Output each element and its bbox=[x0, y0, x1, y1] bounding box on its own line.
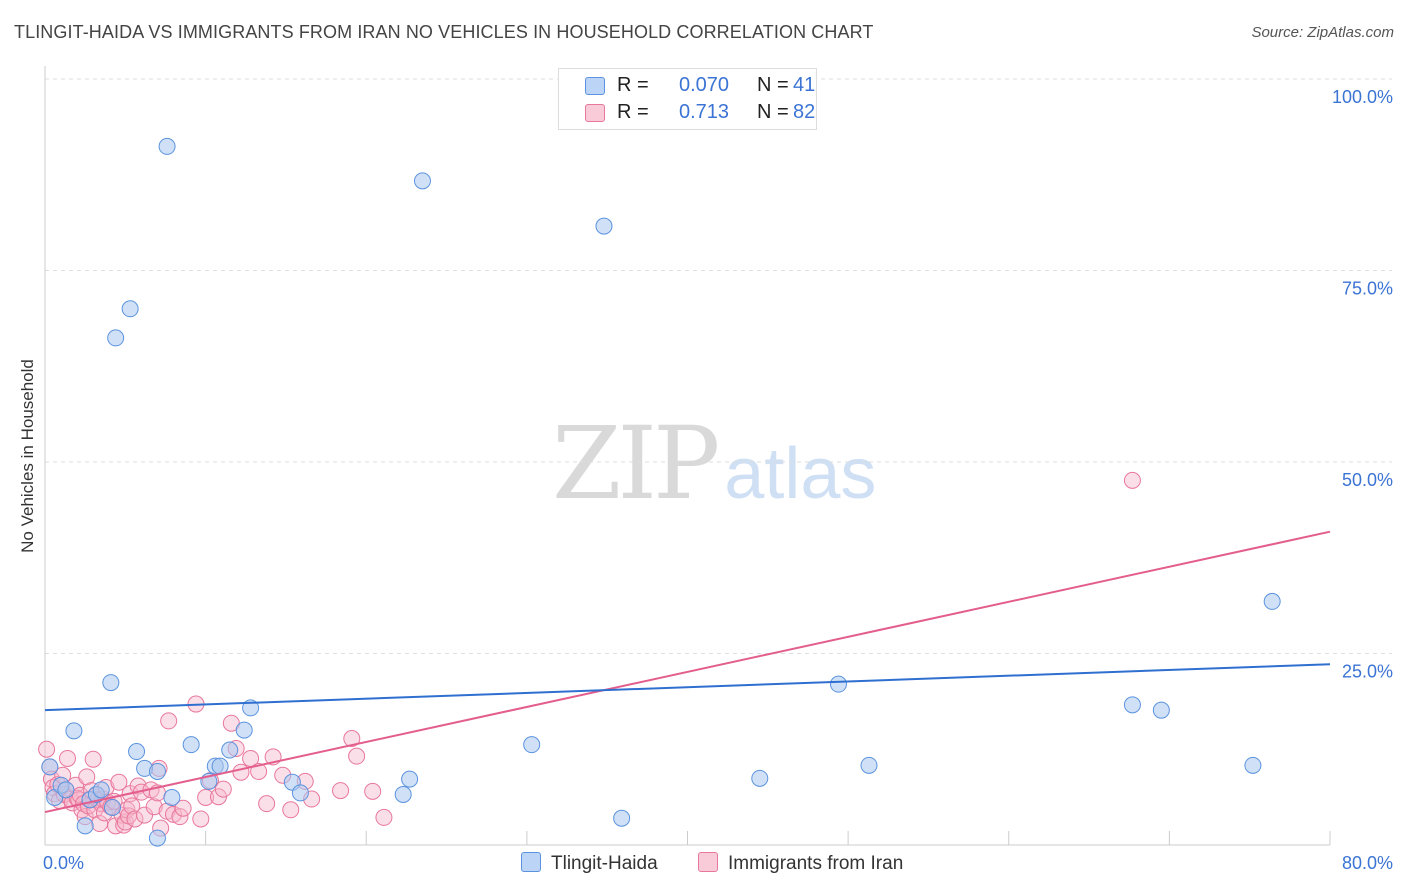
tlingit-point bbox=[1152, 701, 1170, 719]
tlingit-point bbox=[57, 781, 75, 799]
legend-r-value: 0.713 bbox=[679, 101, 730, 123]
y-tick-label: 25.0% bbox=[1342, 662, 1393, 682]
source-label: Source: ZipAtlas.com bbox=[1251, 24, 1394, 41]
tlingit-point bbox=[103, 798, 121, 816]
iran-point bbox=[126, 810, 144, 828]
tlingit-point bbox=[107, 329, 125, 347]
iran-point bbox=[123, 797, 141, 815]
legend-swatch-iran bbox=[585, 104, 605, 122]
tlingit-point bbox=[102, 674, 120, 692]
iran-point bbox=[258, 795, 276, 813]
tlingit-point bbox=[163, 789, 181, 807]
axes bbox=[44, 66, 1331, 846]
tlingit-point bbox=[158, 137, 176, 155]
tlingit-points bbox=[41, 137, 1281, 847]
iran-point bbox=[332, 782, 350, 800]
x-tick-label: 0.0% bbox=[43, 853, 84, 873]
iran-point bbox=[110, 773, 128, 791]
tlingit-point bbox=[41, 758, 59, 776]
tlingit-point bbox=[829, 675, 847, 693]
bottom-legend-tlingit: Tlingit-Haida bbox=[521, 852, 658, 875]
iran-point bbox=[1123, 471, 1141, 489]
iran-point bbox=[364, 782, 382, 800]
bottom-legend-label-tlingit: Tlingit-Haida bbox=[551, 853, 658, 874]
iran-point bbox=[282, 801, 300, 819]
iran-point bbox=[375, 808, 393, 826]
x-tick-label: 80.0% bbox=[1342, 853, 1393, 873]
tlingit-point bbox=[76, 817, 94, 835]
iran-point bbox=[214, 780, 232, 798]
tlingit-point bbox=[235, 721, 253, 739]
iran-point bbox=[136, 806, 154, 824]
tlingit-trend-line bbox=[44, 663, 1331, 712]
y-tick-label: 75.0% bbox=[1342, 279, 1393, 299]
watermark-zip: ZIP bbox=[552, 405, 720, 522]
bottom-legend-label-iran: Immigrants from Iran bbox=[728, 853, 904, 874]
iran-point bbox=[348, 747, 366, 765]
iran-point bbox=[165, 805, 182, 823]
legend-r-value: 0.070 bbox=[679, 74, 730, 96]
tlingit-point bbox=[1244, 756, 1262, 774]
tlingit-point bbox=[148, 762, 166, 780]
y-axis-title: No Vehicles in Household bbox=[18, 359, 37, 553]
tlingit-point bbox=[65, 722, 83, 740]
iran-point bbox=[38, 740, 56, 758]
y-tick-label: 50.0% bbox=[1342, 470, 1393, 490]
legend-r-label: R = bbox=[617, 74, 649, 96]
iran-point bbox=[174, 799, 192, 817]
watermark-atlas: atlas bbox=[724, 434, 877, 514]
iran-point bbox=[232, 763, 250, 781]
legend-n-value: 41 bbox=[793, 74, 816, 96]
bottom-legend-iran: Immigrants from Iran bbox=[698, 852, 903, 875]
tlingit-point bbox=[595, 217, 613, 235]
iran-point bbox=[192, 810, 210, 828]
legend-n-label: N = bbox=[757, 101, 789, 123]
tlingit-point bbox=[751, 769, 769, 787]
iran-point bbox=[58, 749, 76, 767]
tlingit-point bbox=[860, 756, 878, 774]
gridlines bbox=[45, 78, 1392, 654]
trend-lines bbox=[44, 530, 1331, 814]
tlingit-point bbox=[1123, 696, 1141, 714]
legend-r-label: R = bbox=[617, 101, 649, 123]
legend-swatch-tlingit bbox=[585, 77, 605, 95]
bottom-legend-swatch-tlingit bbox=[521, 852, 541, 872]
tlingit-point bbox=[92, 781, 110, 799]
tlingit-point bbox=[413, 172, 431, 190]
chart-title: TLINGIT-HAIDA VS IMMIGRANTS FROM IRAN NO… bbox=[14, 22, 874, 42]
tlingit-point bbox=[121, 300, 139, 318]
y-tick-label: 100.0% bbox=[1332, 87, 1393, 107]
iran-point bbox=[343, 730, 361, 748]
tlingit-point bbox=[523, 736, 541, 754]
iran-point bbox=[84, 750, 102, 768]
tlingit-point bbox=[291, 784, 309, 802]
legend-n-label: N = bbox=[757, 74, 789, 96]
iran-point bbox=[145, 798, 163, 816]
iran-point bbox=[160, 712, 178, 730]
iran-point bbox=[250, 762, 268, 780]
tlingit-point bbox=[128, 743, 146, 761]
tlingit-point bbox=[401, 770, 419, 788]
correlation-legend: R = 0.070 N = 41 R = 0.713 N = 82 bbox=[558, 68, 817, 130]
iran-point bbox=[197, 789, 215, 807]
tlingit-point bbox=[148, 829, 166, 847]
legend-n-value: 82 bbox=[793, 101, 816, 123]
tlingit-point bbox=[221, 741, 239, 759]
tlingit-point bbox=[182, 736, 200, 754]
tlingit-point bbox=[1263, 592, 1281, 610]
watermark: ZIP atlas bbox=[552, 405, 876, 522]
tick-labels: 25.0% 50.0% 75.0% 100.0% 0.0% 80.0% bbox=[43, 87, 1393, 873]
iran-trend-line bbox=[44, 530, 1331, 814]
tlingit-point bbox=[394, 785, 412, 803]
bottom-legend-swatch-iran bbox=[698, 852, 718, 872]
tlingit-point bbox=[613, 809, 631, 827]
